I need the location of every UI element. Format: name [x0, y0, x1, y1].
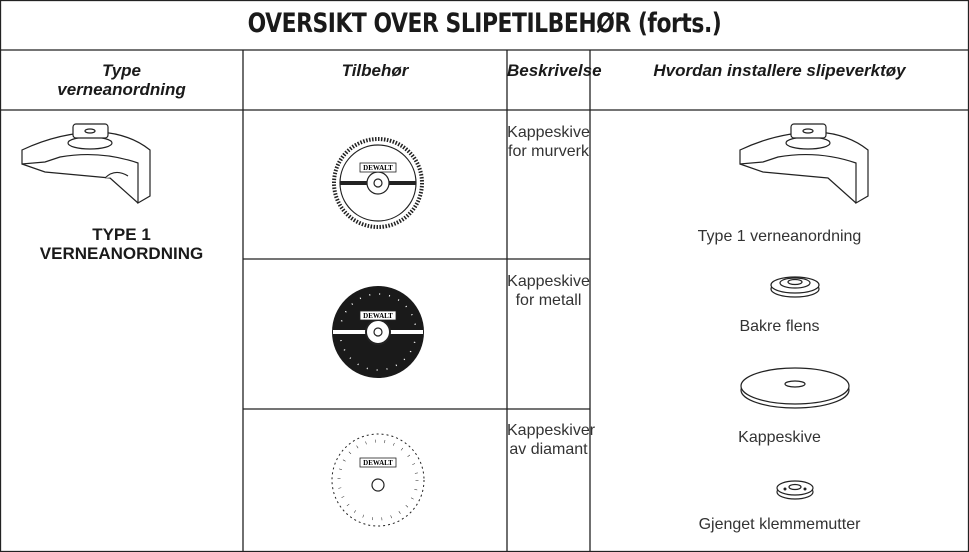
- column-header: Hvordan installere slipeverktøy: [653, 61, 906, 80]
- metal-disc: [332, 286, 424, 378]
- guard-icon: [21, 123, 151, 205]
- description: Kappeskive for murverk: [507, 124, 590, 160]
- guard-label: TYPE 1 VERNEANORDNING: [39, 225, 204, 263]
- description: Kappeskiver av diamant: [507, 422, 596, 458]
- install-step: Gjenget klemmemutter: [698, 516, 861, 533]
- title: OVERSIKT OVER SLIPETILBEHØR (forts.): [247, 8, 722, 39]
- install-step: Bakre flens: [739, 318, 820, 335]
- brand-label: DEWALT: [363, 312, 393, 320]
- column-header: Tilbehør: [341, 61, 409, 80]
- masonry-disc: [332, 137, 424, 229]
- diamond-disc: [331, 433, 425, 527]
- guard-icon-install: [739, 123, 869, 205]
- brand-label: DEWALT: [363, 459, 393, 467]
- description: Kappeskive for metall: [507, 273, 590, 309]
- brand-label: DEWALT: [363, 164, 393, 172]
- install-step: Type 1 verneanordning: [697, 228, 862, 245]
- column-header: Type verneanordning: [57, 61, 186, 99]
- install-step: Kappeskive: [738, 429, 821, 446]
- flange-icon: [770, 276, 820, 298]
- nut-icon: [776, 480, 814, 500]
- disc-icon: [740, 367, 850, 409]
- column-header: Beskrivelse: [507, 61, 602, 80]
